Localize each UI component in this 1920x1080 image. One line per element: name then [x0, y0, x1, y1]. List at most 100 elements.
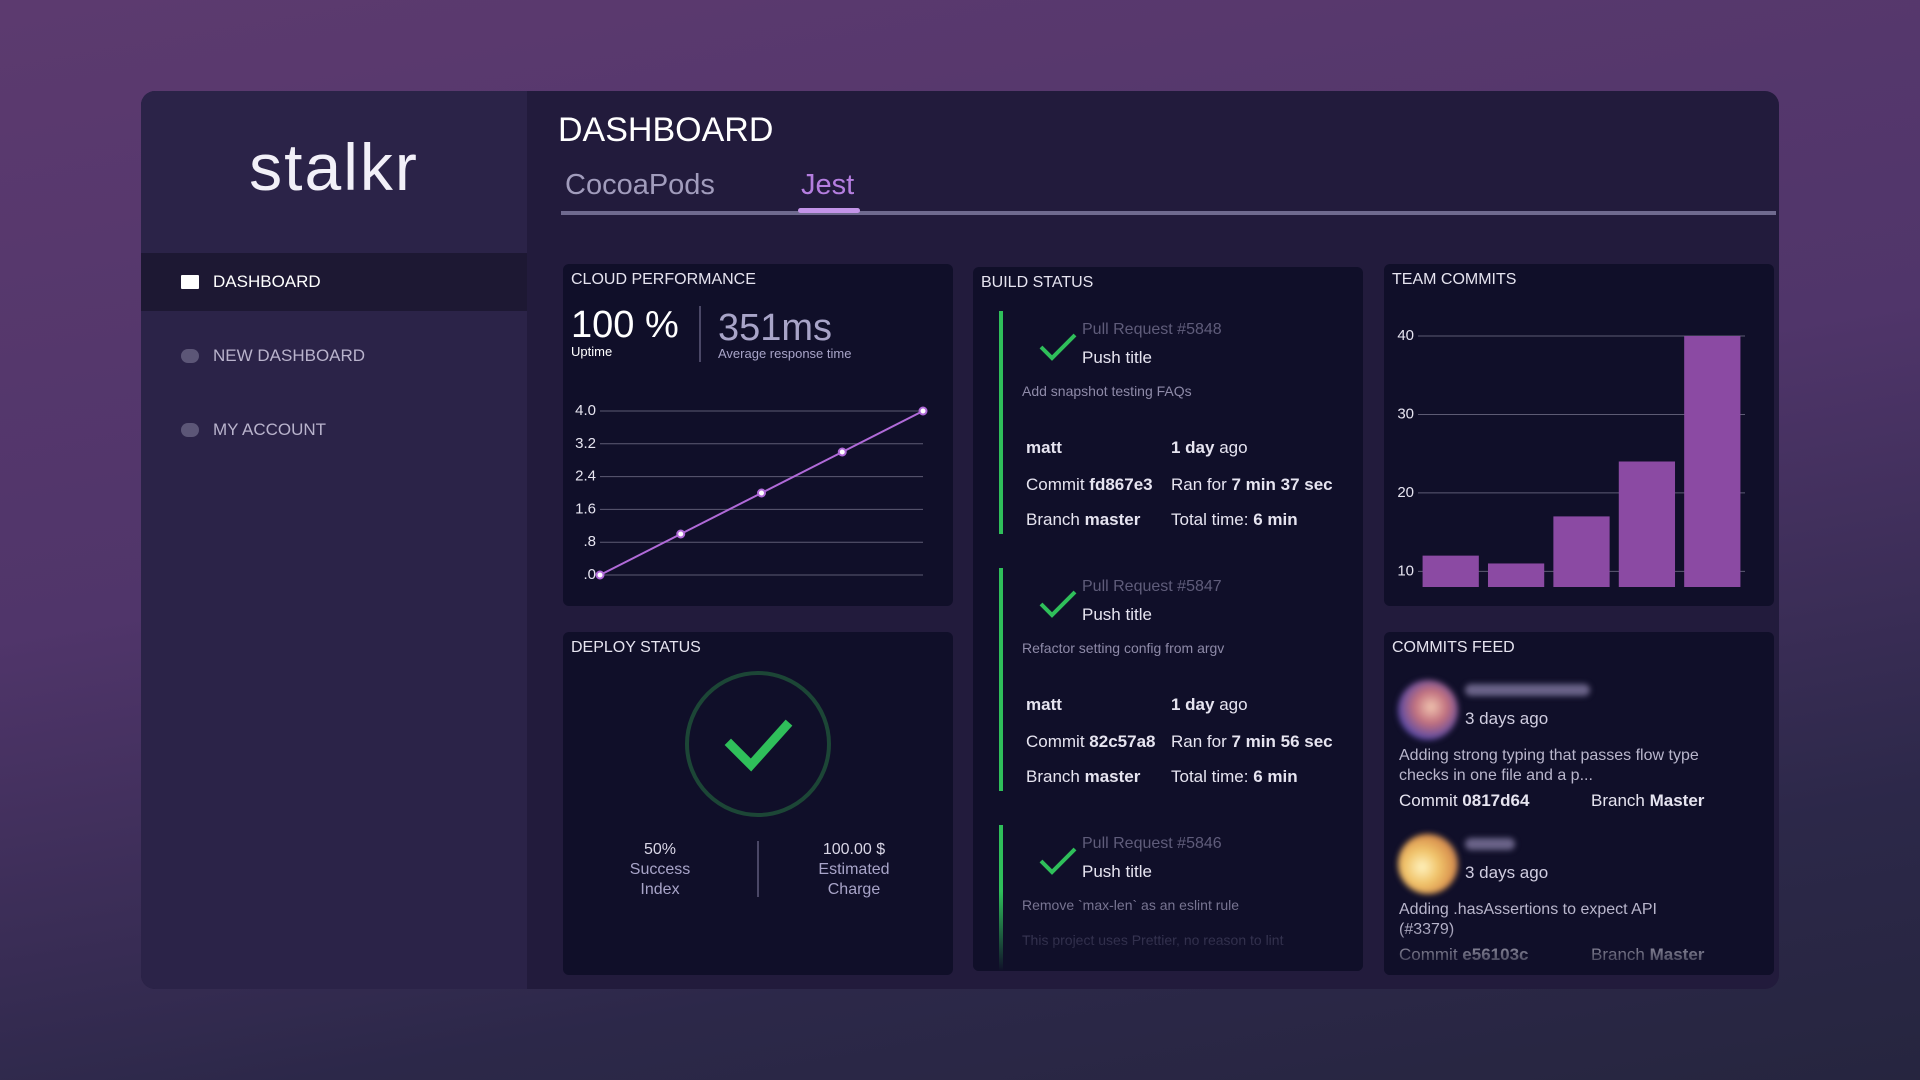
total-value: 6 min [1253, 767, 1298, 786]
commit-age: 3 days ago [1465, 863, 1549, 882]
point [676, 529, 686, 539]
commits-feed-card: COMMITS FEED 3 days ago Adding strong typ… [1384, 632, 1774, 975]
nav-item[interactable]: MY ACCOUNT [141, 401, 527, 459]
nav-item[interactable]: DASHBOARD [141, 253, 527, 311]
bar [1487, 563, 1545, 587]
tab[interactable]: CocoaPods [565, 169, 715, 201]
commit-hash-label: Commit [1399, 791, 1458, 810]
y-tick-label: 10 [1397, 562, 1414, 579]
check [1039, 333, 1077, 361]
nav-item[interactable]: NEW DASHBOARD [141, 327, 527, 385]
tab-active[interactable]: Jest [801, 169, 855, 201]
commit: Commit 82c57a8 [1026, 732, 1155, 752]
sidebar: stalkr DASHBOARD NEW DASHBOARD MY ACCOUNT [141, 91, 527, 989]
nav-label: MY ACCOUNT [213, 420, 327, 439]
age-value: 1 day [1171, 695, 1215, 714]
bar [1618, 461, 1676, 587]
build-item: Pull Request #5848 Push title Add snapshot… [999, 311, 1349, 534]
point [918, 406, 928, 416]
y-tick-label: 3.2 [575, 435, 596, 452]
age: 1 day ago [1171, 438, 1248, 458]
cloud-performance-card: CLOUD PERFORMANCE 100 % Uptime 351ms Ave… [563, 264, 953, 606]
commit-branch-value: Master [1649, 791, 1705, 810]
ran-value: 7 min 37 sec [1231, 475, 1333, 494]
commit-label: Commit [1026, 475, 1085, 494]
y-tick-label: 20 [1397, 484, 1414, 501]
ran-value: 7 min 56 sec [1231, 732, 1333, 751]
description: Add snapshot testing FAQs [1022, 383, 1192, 399]
y-tick-label: 2.4 [575, 468, 596, 485]
nav-label: NEW DASHBOARD [213, 346, 366, 365]
age-label: ago [1219, 438, 1248, 457]
charge-value: 100.00 $ [822, 841, 886, 858]
uptime-label: Uptime [571, 344, 613, 359]
tab-indicator [798, 208, 860, 213]
commit-branch: Branch Master [1591, 791, 1704, 811]
branch: Branch master [1026, 767, 1140, 787]
fade [1384, 925, 1774, 975]
card-title: CLOUD PERFORMANCE [571, 271, 756, 288]
commit-branch-label: Branch [1591, 791, 1645, 810]
build-status-card: BUILD STATUS Pull Request #5848 Push titl… [973, 267, 1363, 971]
point [757, 488, 766, 498]
description: Refactor setting config from argv [1022, 640, 1225, 656]
commit-value: 82c57a8 [1089, 732, 1156, 751]
commit-message: Adding strong typing that passes flow ty… [1399, 747, 1699, 784]
total-value: 6 min [1253, 510, 1298, 529]
y-tick-label: 4.0 [575, 402, 596, 419]
commit-hash-value: 0817d64 [1462, 791, 1530, 810]
age: 1 day ago [1171, 695, 1248, 715]
check-icon [1039, 847, 1077, 875]
nav-icon [181, 349, 199, 363]
author-value: matt [1026, 695, 1062, 714]
total-label: Total time: [1171, 510, 1249, 529]
y-tick-label: .0 [583, 566, 596, 583]
age-value: 1 day [1171, 438, 1215, 457]
nav-icon [181, 423, 199, 437]
bar [1684, 336, 1741, 587]
branch-value: master [1084, 767, 1141, 786]
ran-label: Ran for [1171, 475, 1227, 494]
avatar [1398, 680, 1458, 740]
y-tick-label: 40 [1397, 327, 1414, 344]
nav-label: DASHBOARD [213, 272, 321, 291]
commit-item: 3 days ago Adding strong typing that pass… [1384, 680, 1774, 832]
success-value: 50% [643, 841, 677, 858]
point [595, 570, 605, 580]
check [1039, 847, 1077, 875]
age-label: ago [1219, 695, 1248, 714]
avatar [1398, 834, 1458, 894]
pull-request[interactable]: Pull Request #5847 [1082, 578, 1222, 595]
commit-label: Commit [1026, 732, 1085, 751]
bar-chart: 10 20 30 40 [1397, 327, 1745, 587]
card-title: DEPLOY STATUS [571, 639, 701, 656]
branch-label: Branch [1026, 767, 1080, 786]
branch-value: master [1084, 510, 1141, 529]
success-label: Success Index [629, 861, 691, 898]
total: Total time: 6 min [1171, 510, 1298, 530]
build-item: Pull Request #5847 Push title Refactor set… [999, 568, 1349, 791]
y-tick-label: .8 [583, 533, 596, 550]
check [1039, 590, 1077, 618]
author-blurred [1465, 684, 1590, 696]
point [837, 447, 847, 457]
ran: Ran for 7 min 37 sec [1171, 475, 1333, 495]
push-title: Push title [1082, 348, 1152, 367]
commit-hash: Commit 0817d64 [1399, 791, 1529, 811]
page-title: DASHBOARD [558, 111, 774, 149]
check-icon [1039, 590, 1077, 618]
deploy-status-card: DEPLOY STATUS 50% Success Index 100.00 $… [563, 632, 953, 975]
fade [973, 891, 1363, 971]
card-title: BUILD STATUS [981, 274, 1094, 291]
divider [757, 841, 759, 897]
author-blurred [1465, 838, 1515, 850]
tab-rule [561, 211, 1776, 215]
ran: Ran for 7 min 56 sec [1171, 732, 1333, 752]
author-value: matt [1026, 438, 1062, 457]
uptime: 100 % [571, 304, 679, 346]
pull-request[interactable]: Pull Request #5848 [1082, 321, 1222, 338]
branch: Branch master [1026, 510, 1140, 530]
pull-request[interactable]: Pull Request #5846 [1082, 835, 1222, 852]
commit-age: 3 days ago [1465, 709, 1549, 728]
team-commits-card: TEAM COMMITS 10 20 30 40 [1384, 264, 1774, 606]
